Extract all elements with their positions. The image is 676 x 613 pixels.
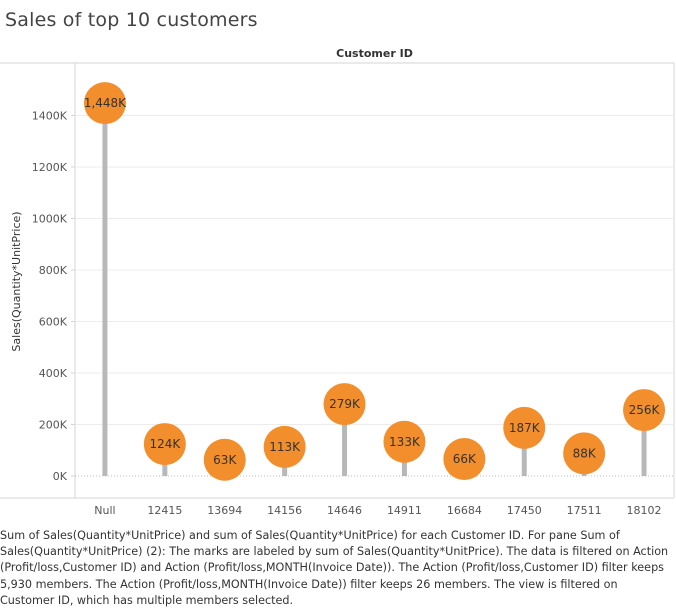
lollipop-chart: Customer ID 0K 200K 400K 600K 800K 1000K 1200K 1…	[0, 47, 675, 517]
lollipop-circle[interactable]	[323, 383, 366, 426]
y-tick-label: 1200K	[32, 161, 68, 174]
data-label: 66K	[453, 452, 477, 466]
chart-caption: Sum of Sales(Quantity*UnitPrice) and sum…	[0, 529, 669, 607]
column-header: Customer ID	[336, 47, 413, 60]
chart-title: Sales of top 10 customers	[5, 9, 258, 31]
lollipop-circle[interactable]	[623, 389, 666, 432]
y-tick-label: 400K	[39, 367, 68, 380]
x-tick-label: 17450	[507, 504, 542, 517]
y-tick-label: 1000K	[32, 213, 68, 226]
data-label: 279K	[329, 397, 361, 411]
lollipop-circle[interactable]	[263, 425, 306, 468]
data-label: 133K	[389, 435, 421, 449]
x-tick-label: 13694	[207, 504, 242, 517]
x-tick-label: 12415	[147, 504, 182, 517]
x-tick-label: 14646	[327, 504, 362, 517]
y-tick-label: 600K	[39, 316, 68, 329]
lollipop-circle[interactable]	[83, 82, 126, 125]
data-label: 113K	[269, 440, 301, 454]
lollipop-circle[interactable]	[563, 432, 606, 475]
x-tick-label: 17511	[567, 504, 602, 517]
x-tick-label: 14156	[267, 504, 302, 517]
x-tick-label: Null	[94, 504, 115, 517]
y-tick-label: 800K	[39, 264, 68, 277]
data-label: 88K	[573, 446, 597, 460]
lollipop-circle[interactable]	[503, 406, 546, 449]
lollipop-circle[interactable]	[383, 420, 426, 463]
data-label: 124K	[149, 437, 181, 451]
data-label: 256K	[629, 403, 661, 417]
y-tick-label: 200K	[39, 419, 68, 432]
data-label: 63K	[213, 453, 237, 467]
y-tick-label: 1400K	[32, 110, 68, 123]
data-label: 1,448K	[84, 96, 127, 110]
lollipop-circle[interactable]	[443, 438, 486, 481]
x-tick-label: 14911	[387, 504, 422, 517]
y-axis-title: Sales(Quantity*UnitPrice)	[10, 211, 23, 351]
y-tick-label: 0K	[53, 470, 68, 483]
data-label: 187K	[509, 421, 541, 435]
lollipop-circle[interactable]	[203, 438, 246, 481]
lollipop-circle[interactable]	[143, 423, 186, 466]
x-tick-label: 18102	[627, 504, 662, 517]
x-tick-label: 16684	[447, 504, 482, 517]
